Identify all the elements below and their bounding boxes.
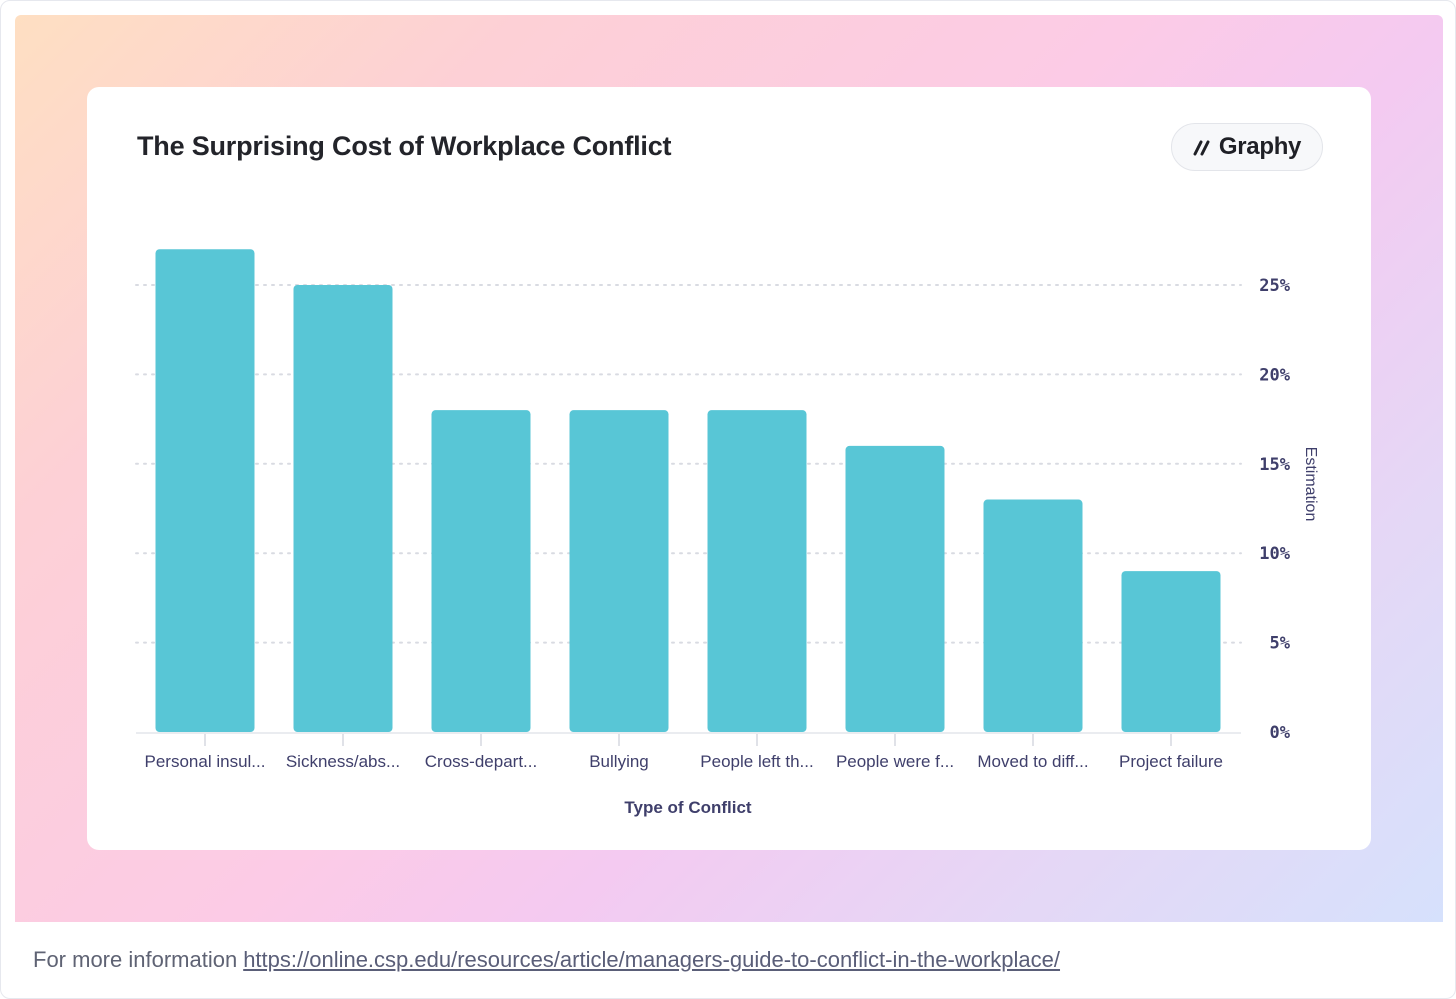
x-tick-label: Sickness/abs... <box>286 752 400 771</box>
bar <box>155 249 255 733</box>
bar <box>983 499 1083 732</box>
y-tick-label: 20% <box>1259 365 1290 385</box>
graphy-badge[interactable]: Graphy <box>1171 123 1323 171</box>
footer-note: For more information https://online.csp.e… <box>33 947 1060 973</box>
bar <box>1121 571 1221 732</box>
source-link[interactable]: https://online.csp.edu/resources/article… <box>243 947 1061 972</box>
y-axis-title: Estimation <box>1302 447 1319 522</box>
axis-labels: 0% 5% 10% 15% 20% 25% Personal insul... Sicknes… <box>145 276 1319 817</box>
x-tick-label: Cross-depart... <box>425 752 537 771</box>
bar <box>707 410 807 732</box>
footer-label: For more information <box>33 947 238 972</box>
bar <box>569 410 669 732</box>
x-ticks <box>204 734 1172 746</box>
graphy-logo-icon <box>1193 140 1210 156</box>
chart-title: The Surprising Cost of Workplace Conflic… <box>137 131 672 161</box>
y-tick-label: 0% <box>1270 723 1291 743</box>
x-tick-label: People were f... <box>836 752 954 771</box>
x-axis-title: Type of Conflict <box>624 798 752 817</box>
bar <box>293 285 393 732</box>
x-tick-label: Moved to diff... <box>977 752 1088 771</box>
graphy-brand-name: Graphy <box>1218 133 1302 160</box>
y-tick-label: 10% <box>1259 544 1290 564</box>
x-tick-label: Personal insul... <box>145 752 266 771</box>
x-tick-label: Bullying <box>589 752 649 771</box>
y-tick-label: 25% <box>1259 276 1290 296</box>
bar <box>431 410 531 732</box>
x-tick-label: People left th... <box>700 752 813 771</box>
y-tick-label: 5% <box>1270 634 1291 654</box>
bars <box>155 249 1221 733</box>
y-tick-label: 15% <box>1259 455 1290 475</box>
x-tick-label: Project failure <box>1119 752 1223 771</box>
bar <box>845 445 945 732</box>
